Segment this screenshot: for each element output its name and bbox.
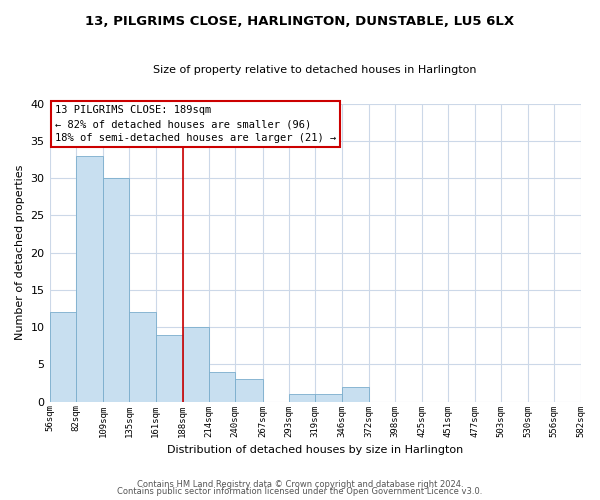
Bar [342, 386, 368, 402]
Bar [50, 312, 76, 402]
X-axis label: Distribution of detached houses by size in Harlington: Distribution of detached houses by size … [167, 445, 463, 455]
Bar [129, 312, 155, 402]
Bar [235, 380, 263, 402]
Bar [183, 327, 209, 402]
Bar [209, 372, 235, 402]
Text: Contains HM Land Registry data © Crown copyright and database right 2024.: Contains HM Land Registry data © Crown c… [137, 480, 463, 489]
Text: 13, PILGRIMS CLOSE, HARLINGTON, DUNSTABLE, LU5 6LX: 13, PILGRIMS CLOSE, HARLINGTON, DUNSTABL… [85, 15, 515, 28]
Bar [76, 156, 103, 402]
Bar [315, 394, 342, 402]
Y-axis label: Number of detached properties: Number of detached properties [15, 165, 25, 340]
Text: 13 PILGRIMS CLOSE: 189sqm
← 82% of detached houses are smaller (96)
18% of semi-: 13 PILGRIMS CLOSE: 189sqm ← 82% of detac… [55, 105, 336, 143]
Text: Contains public sector information licensed under the Open Government Licence v3: Contains public sector information licen… [118, 487, 482, 496]
Title: Size of property relative to detached houses in Harlington: Size of property relative to detached ho… [153, 65, 477, 75]
Bar [289, 394, 315, 402]
Bar [103, 178, 129, 402]
Bar [155, 334, 183, 402]
